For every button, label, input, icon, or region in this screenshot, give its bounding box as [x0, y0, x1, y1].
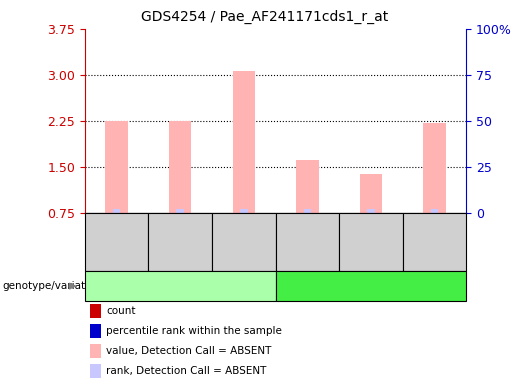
- Text: GDS4254 / Pae_AF241171cds1_r_at: GDS4254 / Pae_AF241171cds1_r_at: [142, 10, 388, 24]
- Bar: [105, 121, 128, 213]
- Text: percentile rank within the sample: percentile rank within the sample: [106, 326, 282, 336]
- Bar: [360, 174, 382, 213]
- Bar: [296, 160, 319, 213]
- Bar: [431, 209, 438, 213]
- Text: kinB mutant: kinB mutant: [146, 281, 215, 291]
- Bar: [113, 209, 120, 213]
- Text: value, Detection Call = ABSENT: value, Detection Call = ABSENT: [106, 346, 271, 356]
- Text: genotype/variation: genotype/variation: [3, 281, 102, 291]
- Bar: [304, 209, 311, 213]
- Text: rank, Detection Call = ABSENT: rank, Detection Call = ABSENT: [106, 366, 267, 376]
- Text: GSM864517: GSM864517: [175, 212, 185, 271]
- Bar: [233, 71, 255, 213]
- Bar: [169, 121, 191, 213]
- Text: GSM864521: GSM864521: [430, 212, 439, 271]
- Bar: [423, 123, 446, 213]
- Text: GSM864519: GSM864519: [303, 212, 312, 271]
- Bar: [240, 209, 248, 213]
- Text: GSM864520: GSM864520: [366, 212, 376, 271]
- Bar: [367, 209, 375, 213]
- Text: kinB rpoN double mutant: kinB rpoN double mutant: [301, 281, 441, 291]
- Bar: [176, 209, 184, 213]
- Text: GSM864518: GSM864518: [239, 212, 249, 271]
- Text: count: count: [106, 306, 136, 316]
- Text: GSM864516: GSM864516: [112, 212, 121, 271]
